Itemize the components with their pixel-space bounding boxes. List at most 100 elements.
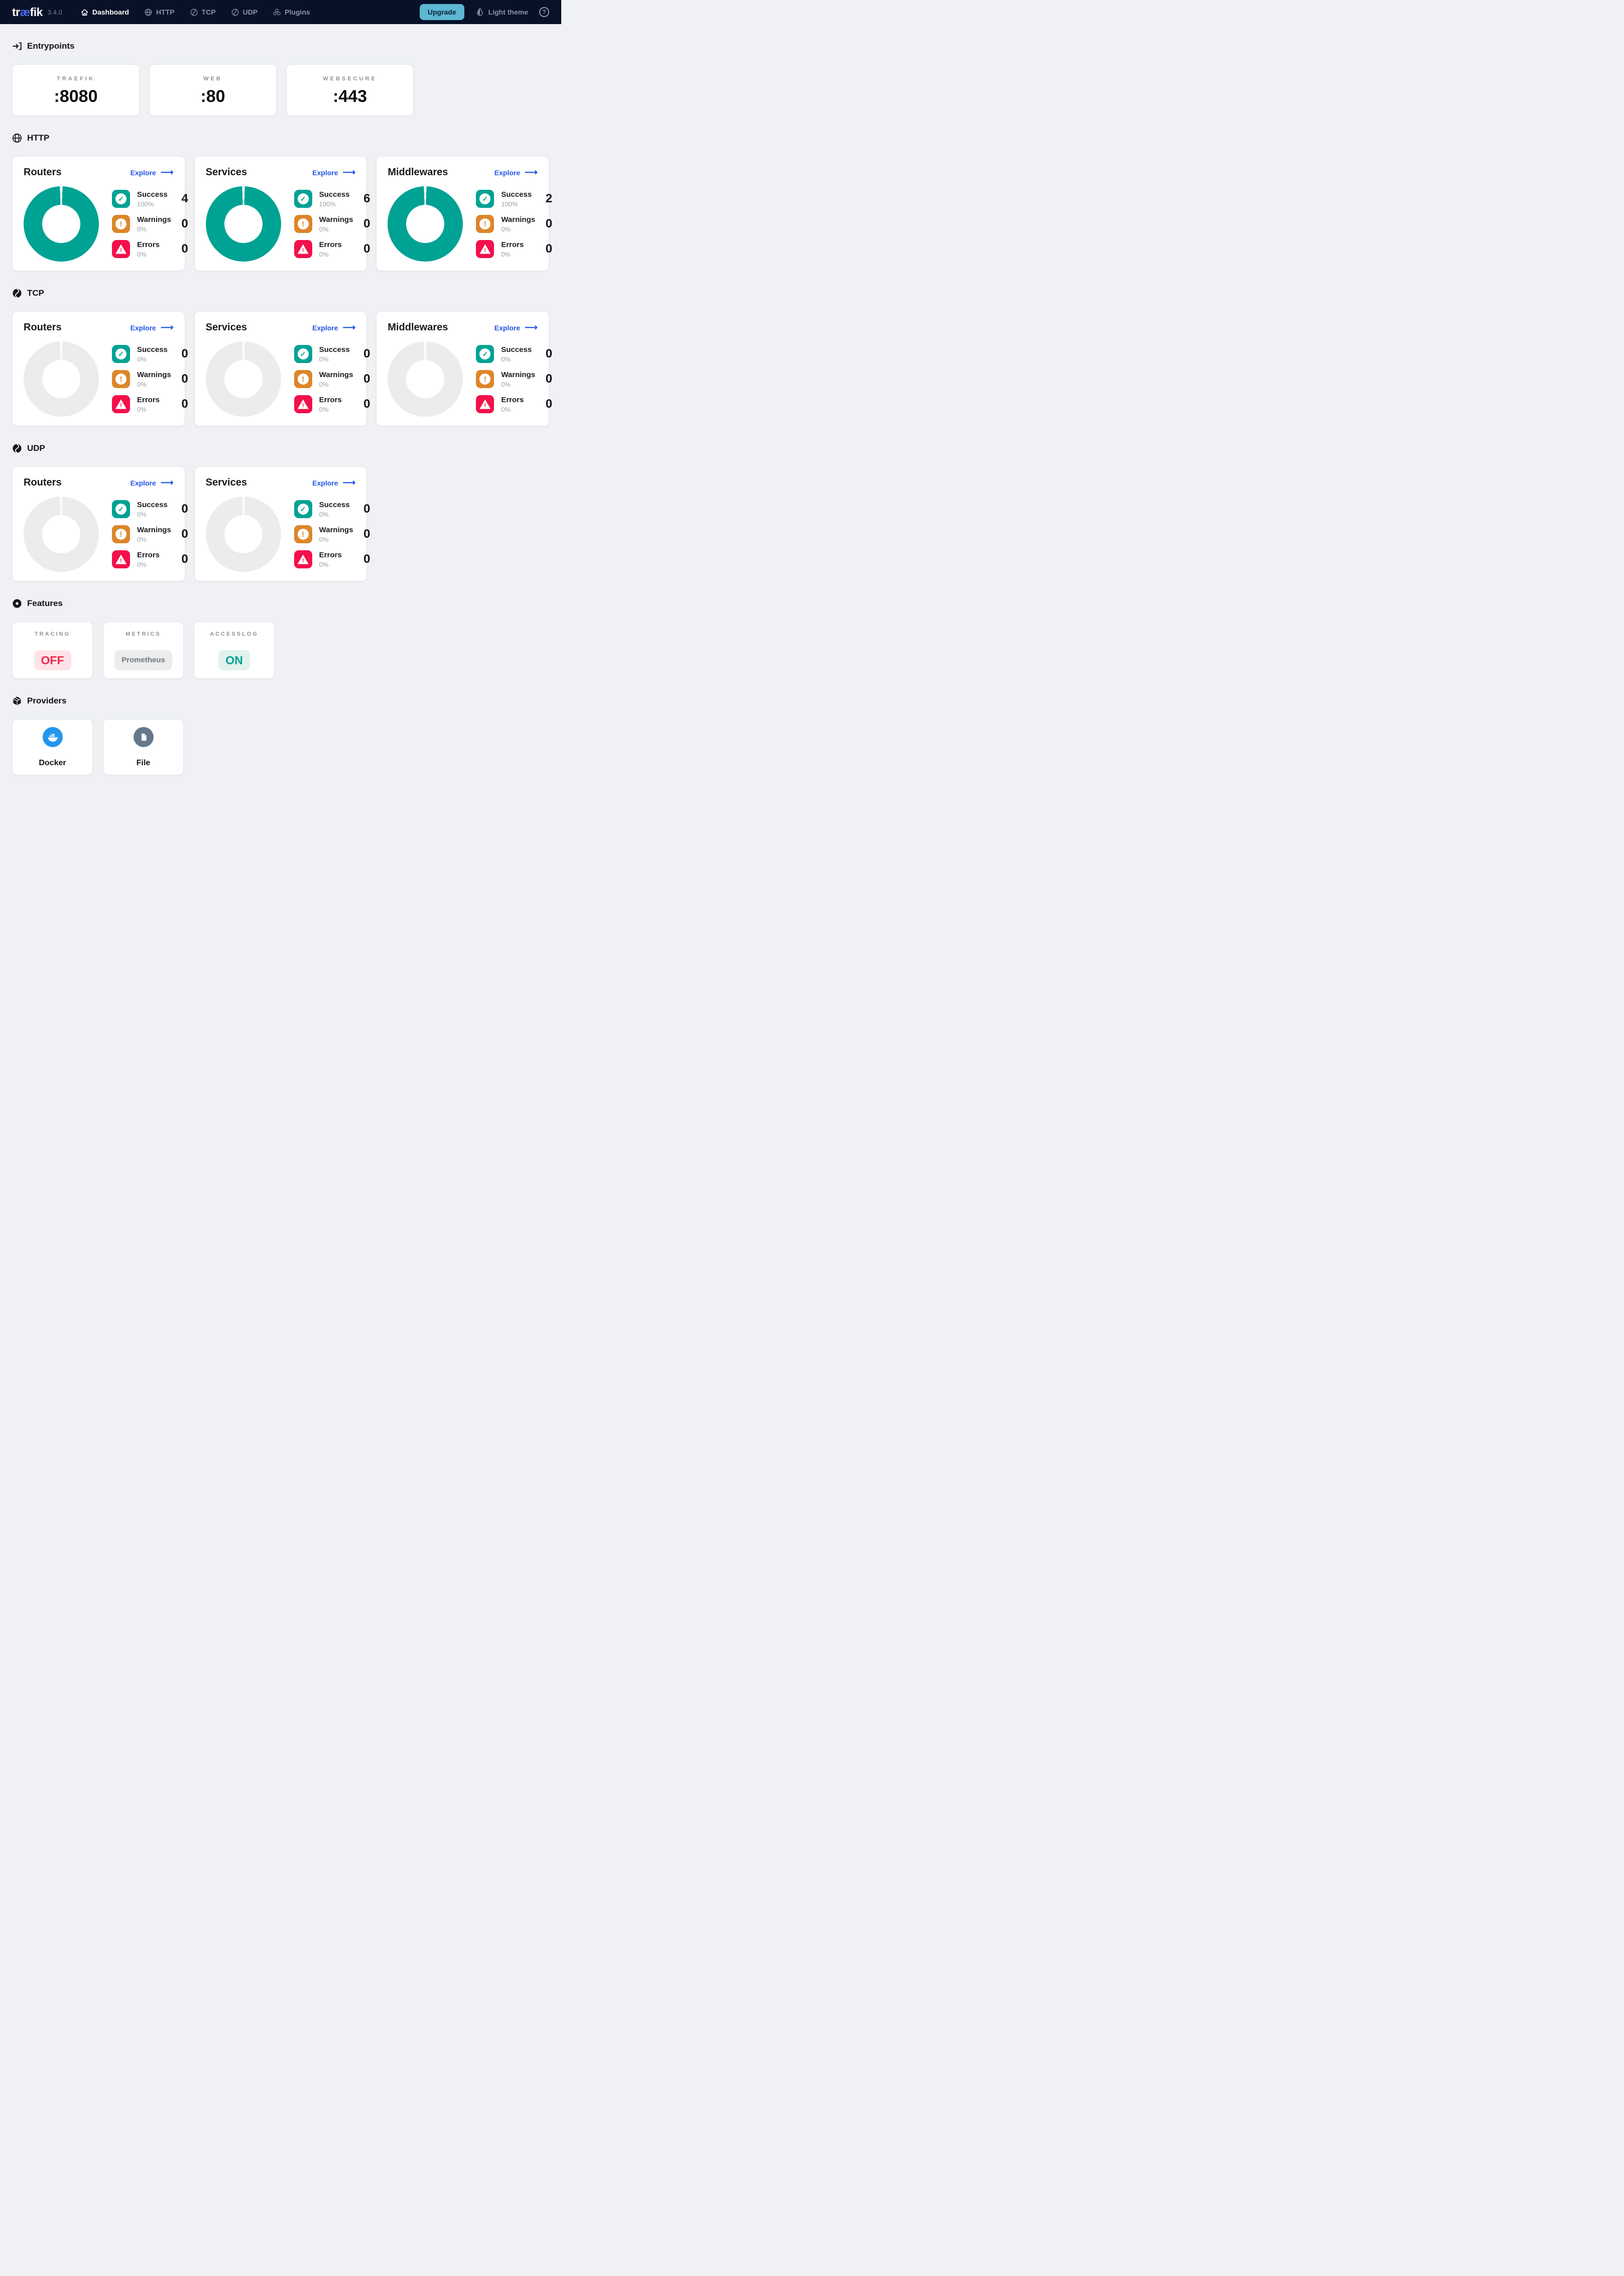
feature-card-tracing: TRACING OFF xyxy=(12,622,93,679)
legend-label: Success xyxy=(137,190,168,199)
feature-card-metrics: METRICS Prometheus xyxy=(103,622,184,679)
explore-link[interactable]: Explore ⟶ xyxy=(494,322,538,332)
http-services-card: Services Explore ⟶ ✓ Success 100% 6 ! Wa… xyxy=(194,156,370,271)
protocol-icon xyxy=(231,8,239,17)
legend-count: 0 xyxy=(545,217,553,230)
legend-label: Warnings xyxy=(319,370,353,379)
warning-exclamation-icon: ! xyxy=(294,215,312,233)
tcp-services-card: Services Explore ⟶ ✓ Success 0% 0 ! Warn… xyxy=(194,311,370,426)
entrypoint-name: WEBSECURE xyxy=(323,75,377,82)
legend-row: ! Errors 0% 0 xyxy=(294,550,372,568)
nav-item-plugins[interactable]: Plugins xyxy=(273,8,310,17)
legend-percent: 0% xyxy=(137,225,147,233)
legend-percent: 0% xyxy=(137,250,147,258)
error-triangle-icon: ! xyxy=(294,550,312,568)
legend: ✓ Success 0% 0 ! Warnings 0% 0 ! Errors … xyxy=(294,500,372,568)
legend-label: Success xyxy=(137,500,168,509)
legend-percent: 0% xyxy=(501,250,511,258)
legend-row: ! Errors 0% 0 xyxy=(476,395,554,413)
arrow-right-icon: ⟶ xyxy=(342,167,356,177)
legend-label: Warnings xyxy=(501,215,536,224)
donut-chart xyxy=(205,497,281,572)
card-title: Middlewares xyxy=(388,167,448,178)
section-title: Providers xyxy=(27,696,67,705)
error-triangle-icon: ! xyxy=(476,395,494,413)
legend-label: Success xyxy=(501,190,532,199)
warning-exclamation-icon: ! xyxy=(294,525,312,543)
legend-row: ! Errors 0% 0 xyxy=(112,550,190,568)
nav-item-dashboard[interactable]: Dashboard xyxy=(80,8,129,17)
legend-label: Errors xyxy=(137,240,160,249)
section-title: TCP xyxy=(27,288,44,298)
version-label: 3.4.0 xyxy=(47,8,62,16)
warning-exclamation-icon: ! xyxy=(112,370,130,388)
legend-percent: 100% xyxy=(501,200,518,208)
file-icon xyxy=(133,727,154,747)
legend-row: ! Warnings 0% 0 xyxy=(112,215,190,233)
theme-toggle-label: Light theme xyxy=(488,8,528,16)
legend-count: 0 xyxy=(545,372,553,386)
explore-link[interactable]: Explore ⟶ xyxy=(312,322,356,332)
section-entrypoints: Entrypoints TRAEFIK :8080 WEB :80 WEBSEC… xyxy=(12,41,549,116)
legend-count: 0 xyxy=(545,347,553,361)
legend-count: 0 xyxy=(181,217,188,230)
section-title: UDP xyxy=(27,443,45,453)
legend-label: Success xyxy=(137,345,168,354)
legend-count: 0 xyxy=(181,502,188,516)
legend: ✓ Success 0% 0 ! Warnings 0% 0 ! Errors … xyxy=(112,500,190,568)
legend-percent: 0% xyxy=(501,380,511,388)
upgrade-button[interactable]: Upgrade xyxy=(419,4,464,20)
error-triangle-icon: ! xyxy=(112,550,130,568)
error-triangle-icon: ! xyxy=(112,395,130,413)
help-icon[interactable]: ? xyxy=(539,7,549,17)
explore-link[interactable]: Explore ⟶ xyxy=(130,322,174,332)
legend-percent: 0% xyxy=(137,510,147,518)
explore-link[interactable]: Explore ⟶ xyxy=(312,477,356,488)
feature-value-pill: ON xyxy=(218,650,250,670)
legend-row: ! Warnings 0% 0 xyxy=(476,370,554,388)
nav-item-udp[interactable]: UDP xyxy=(231,8,258,17)
warning-exclamation-icon: ! xyxy=(476,215,494,233)
error-triangle-icon: ! xyxy=(112,240,130,258)
warning-exclamation-icon: ! xyxy=(476,370,494,388)
entrypoint-name: WEB xyxy=(203,75,222,82)
dashboard-main: Entrypoints TRAEFIK :8080 WEB :80 WEBSEC… xyxy=(0,41,561,795)
legend-count: 0 xyxy=(181,347,188,361)
legend-label: Warnings xyxy=(501,370,536,379)
box-icon xyxy=(12,696,22,706)
http-middlewares-card: Middlewares Explore ⟶ ✓ Success 100% 2 !… xyxy=(376,156,552,271)
explore-link[interactable]: Explore ⟶ xyxy=(494,167,538,177)
legend-count: 0 xyxy=(363,217,370,230)
legend-count: 0 xyxy=(545,397,553,411)
legend-label: Warnings xyxy=(319,525,353,534)
legend-row: ✓ Success 0% 0 xyxy=(112,500,190,518)
donut-chart xyxy=(388,341,463,417)
legend-percent: 0% xyxy=(137,535,147,543)
legend-percent: 0% xyxy=(137,355,147,363)
login-arrow-icon xyxy=(12,41,22,51)
legend-count: 0 xyxy=(181,397,188,411)
explore-link[interactable]: Explore ⟶ xyxy=(312,167,356,177)
success-check-icon: ✓ xyxy=(294,190,312,208)
legend-row: ! Errors 0% 0 xyxy=(112,395,190,413)
feature-value-pill: Prometheus xyxy=(114,650,172,670)
protocol-section-icon xyxy=(12,288,22,298)
legend-label: Warnings xyxy=(137,525,171,534)
nav-item-tcp[interactable]: TCP xyxy=(190,8,216,17)
legend-count: 0 xyxy=(363,552,370,566)
theme-toggle[interactable]: Light theme xyxy=(475,8,528,17)
legend-label: Warnings xyxy=(137,370,171,379)
entrypoint-port: :443 xyxy=(332,86,367,106)
tcp-routers-card: Routers Explore ⟶ ✓ Success 0% 0 ! Warni… xyxy=(12,311,188,426)
legend: ✓ Success 100% 4 ! Warnings 0% 0 ! Error… xyxy=(112,190,190,258)
success-check-icon: ✓ xyxy=(112,345,130,363)
logo-ae: æ xyxy=(20,5,30,19)
legend-count: 0 xyxy=(363,527,370,541)
explore-link[interactable]: Explore ⟶ xyxy=(130,477,174,488)
legend-row: ✓ Success 100% 6 xyxy=(294,190,372,208)
legend-percent: 100% xyxy=(319,200,336,208)
explore-link[interactable]: Explore ⟶ xyxy=(130,167,174,177)
entrypoint-port: :80 xyxy=(200,86,225,106)
nav-item-http[interactable]: HTTP xyxy=(144,8,175,17)
legend-row: ! Warnings 0% 0 xyxy=(294,215,372,233)
